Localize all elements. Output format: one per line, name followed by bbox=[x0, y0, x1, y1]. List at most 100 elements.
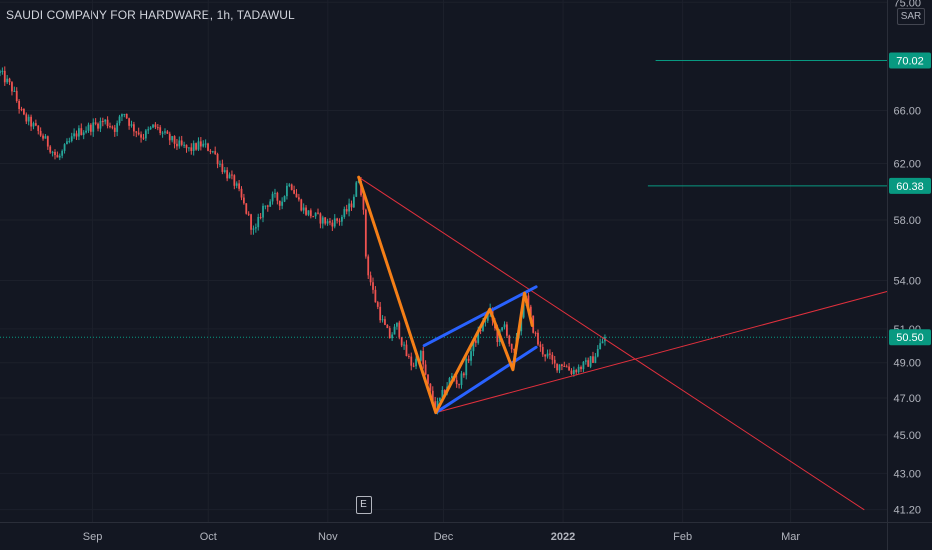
candle-body bbox=[116, 123, 119, 132]
target-price-tag: 70.02 bbox=[896, 55, 924, 67]
candle-body bbox=[479, 329, 482, 331]
candle-body bbox=[379, 306, 382, 321]
currency-button[interactable]: SAR bbox=[897, 8, 925, 25]
candle-body bbox=[319, 213, 322, 224]
candle-body bbox=[544, 354, 547, 357]
candle-body bbox=[443, 390, 446, 394]
candle-body bbox=[235, 183, 238, 186]
candle-body bbox=[34, 123, 37, 126]
candle-body bbox=[111, 126, 114, 128]
candle-body bbox=[6, 78, 9, 83]
candle-body bbox=[376, 302, 379, 307]
candle-body bbox=[601, 341, 604, 344]
candle-body bbox=[324, 217, 327, 224]
candle-body bbox=[386, 324, 389, 329]
candle-body bbox=[506, 324, 508, 336]
candle-body bbox=[66, 141, 68, 145]
candle-body bbox=[396, 322, 398, 327]
candle-body bbox=[305, 207, 307, 215]
candle-body bbox=[106, 119, 109, 127]
earnings-event-marker[interactable]: E bbox=[355, 496, 372, 514]
candle-body bbox=[130, 124, 133, 126]
candle-body bbox=[364, 209, 367, 257]
candle-body bbox=[596, 349, 599, 357]
candle-body bbox=[352, 196, 355, 208]
trendline-up[interactable] bbox=[435, 291, 888, 414]
candle-body bbox=[152, 124, 154, 128]
channel-upper-line[interactable] bbox=[422, 285, 538, 348]
candle-body bbox=[269, 201, 272, 207]
candle-body bbox=[245, 203, 248, 214]
candle-body bbox=[570, 370, 573, 374]
candle-body bbox=[563, 366, 566, 368]
candle-body bbox=[187, 147, 190, 149]
candle-body bbox=[109, 126, 111, 128]
candle-body bbox=[20, 108, 23, 110]
candle-body bbox=[451, 376, 453, 379]
candle-body bbox=[460, 373, 463, 386]
candle-body bbox=[54, 151, 56, 156]
candle-body bbox=[455, 380, 458, 385]
candle-body bbox=[11, 82, 13, 92]
candle-body bbox=[23, 109, 25, 115]
zigzag-pattern[interactable] bbox=[357, 175, 534, 415]
candle-body bbox=[462, 373, 465, 376]
candle-body bbox=[405, 344, 408, 357]
drawing-layer bbox=[0, 59, 887, 338]
candle-body bbox=[75, 133, 78, 137]
candle-body bbox=[568, 366, 570, 371]
candle-body bbox=[281, 201, 284, 206]
candle-body bbox=[247, 213, 250, 215]
candle-body bbox=[121, 114, 123, 117]
candle-body bbox=[176, 143, 178, 147]
candle-body bbox=[219, 163, 221, 165]
x-tick-label: Mar bbox=[781, 531, 800, 543]
x-tick-label: Feb bbox=[673, 531, 692, 543]
candle-body bbox=[580, 366, 582, 370]
candle-body bbox=[293, 189, 295, 194]
candle-body bbox=[166, 131, 169, 134]
candle-body bbox=[190, 147, 193, 151]
candle-body bbox=[348, 203, 350, 212]
candle-body bbox=[551, 354, 554, 360]
channel-lower-line[interactable] bbox=[434, 345, 538, 415]
candle-body bbox=[549, 353, 551, 355]
candle-body bbox=[582, 361, 585, 370]
candle-body bbox=[156, 127, 159, 129]
candle-body bbox=[572, 370, 575, 374]
candle-body bbox=[128, 118, 131, 126]
trendline-down[interactable] bbox=[358, 176, 865, 511]
candle-body bbox=[467, 358, 470, 361]
candle-body bbox=[539, 344, 542, 348]
candle-body bbox=[427, 374, 429, 384]
candle-body bbox=[388, 328, 391, 339]
candle-body bbox=[3, 70, 6, 83]
candle-body bbox=[594, 356, 597, 363]
y-tick-label: 45.00 bbox=[893, 430, 921, 442]
candle-body bbox=[465, 358, 468, 376]
candle-body bbox=[400, 337, 403, 346]
candle-body bbox=[149, 127, 152, 130]
candle-body bbox=[575, 370, 578, 373]
candle-body bbox=[477, 329, 480, 343]
candle-body bbox=[369, 275, 372, 283]
candle-body bbox=[242, 197, 245, 204]
y-tick-label: 58.00 bbox=[893, 215, 921, 227]
candle-body bbox=[250, 214, 252, 230]
candle-body bbox=[13, 90, 16, 92]
y-tick-label: 54.00 bbox=[893, 275, 921, 287]
candle-body bbox=[135, 131, 138, 133]
x-tick-label: Dec bbox=[434, 531, 454, 543]
candle-body bbox=[221, 163, 224, 172]
candle-body bbox=[94, 122, 97, 124]
candle-body bbox=[407, 356, 410, 358]
candle-body bbox=[436, 401, 439, 411]
x-tick-label: 2022 bbox=[551, 531, 575, 543]
target-price-tag: 60.38 bbox=[896, 181, 924, 193]
candle-body bbox=[391, 334, 394, 339]
candle-body bbox=[228, 174, 231, 179]
grid bbox=[0, 0, 887, 522]
candle-body bbox=[329, 221, 331, 223]
candle-body bbox=[367, 256, 370, 276]
